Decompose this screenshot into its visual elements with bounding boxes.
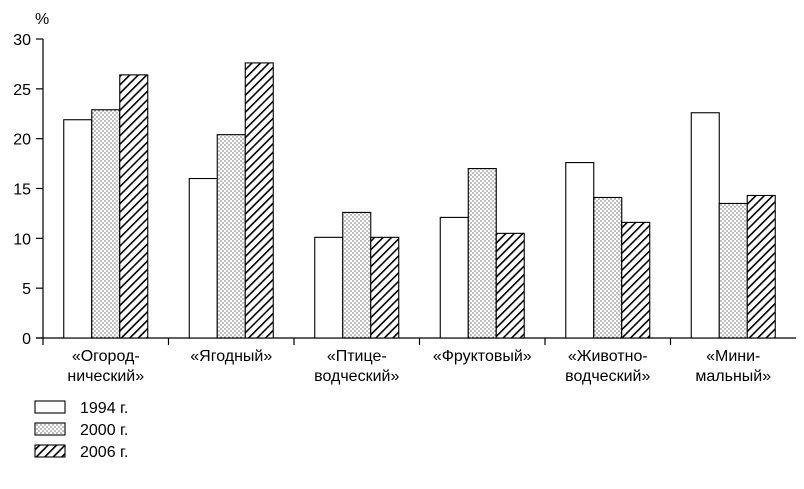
y-tick-label: 25 [13, 82, 31, 99]
legend: 1994 г. 2000 г. 2006 г. [34, 400, 128, 461]
bars [63, 62, 776, 339]
category-label: водческий» [565, 368, 650, 385]
bar [119, 74, 149, 339]
y-tick-label: 20 [13, 132, 31, 149]
legend-label: 1994 г. [80, 400, 128, 417]
legend-swatch [34, 400, 66, 414]
y-tick-label: 5 [22, 281, 31, 298]
bar [565, 162, 595, 339]
legend-swatch [34, 444, 66, 458]
bar [188, 177, 218, 339]
category-label: «Огород- [72, 348, 140, 365]
category-label: «Птице- [327, 348, 387, 365]
y-tick-label: 0 [22, 331, 31, 348]
bar [495, 232, 525, 339]
bar [690, 112, 720, 339]
y-tick-label: 30 [13, 32, 31, 49]
bar [91, 109, 121, 339]
axes: 0 5 10 15 20 25 30 [13, 32, 796, 348]
bar [593, 196, 623, 339]
y-axis-unit-label: % [35, 11, 49, 28]
bar [439, 216, 469, 339]
category-label: «Животно- [568, 348, 648, 365]
category-label: мальный» [695, 368, 771, 385]
bar [370, 236, 400, 339]
category-label: водческий» [314, 368, 399, 385]
category-label: «Мини- [706, 348, 760, 365]
category-label: «Фруктовый» [433, 348, 532, 365]
bar [621, 221, 651, 339]
bar [746, 194, 776, 339]
legend-label: 2000 г. [80, 422, 128, 439]
bar [718, 202, 748, 339]
bar [314, 236, 344, 339]
category-label: «Ягодный» [190, 348, 272, 365]
bar [244, 62, 274, 339]
bar [342, 211, 372, 339]
y-tick-label: 15 [13, 182, 31, 199]
category-labels: «Огород-нический» «Ягодный» «Птице-водческ… [67, 348, 771, 385]
y-tick-label: 10 [13, 231, 31, 248]
category-label: нический» [67, 368, 144, 385]
bar [216, 134, 246, 339]
legend-swatch [34, 422, 66, 436]
legend-label: 2006 г. [80, 444, 128, 461]
bar [467, 168, 497, 339]
bar [63, 119, 93, 339]
